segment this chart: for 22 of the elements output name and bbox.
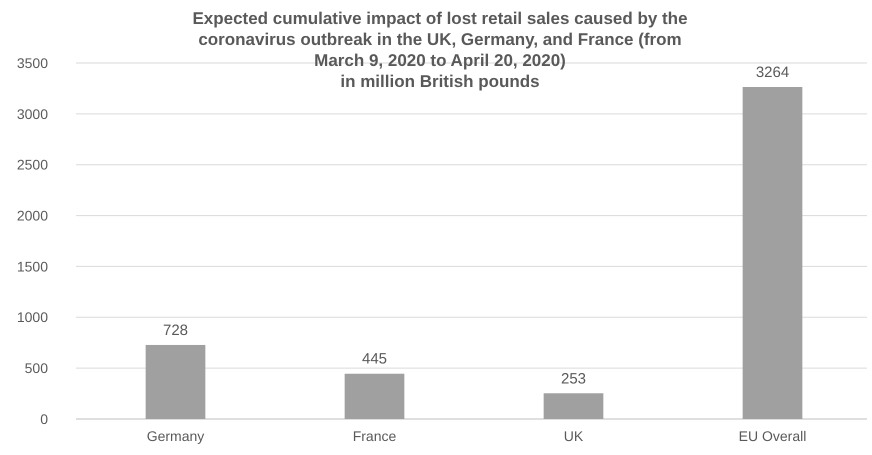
x-tick-label: Germany <box>146 428 204 444</box>
bar <box>742 87 802 419</box>
y-tick-label: 3000 <box>16 106 48 122</box>
x-tick-label: France <box>352 428 396 444</box>
bar <box>146 344 206 419</box>
x-tick-label: UK <box>564 428 584 444</box>
y-tick-label: 500 <box>24 360 48 376</box>
data-label: 728 <box>162 322 188 339</box>
y-tick-label: 2000 <box>16 207 48 224</box>
text: in million British pounds <box>340 72 540 91</box>
data-label: 445 <box>362 350 388 368</box>
data-label: 253 <box>560 370 586 388</box>
bar <box>544 393 604 419</box>
y-tick-label: 3500 <box>16 54 48 71</box>
y-tick-label: 0 <box>40 410 48 427</box>
y-tick-label: 2500 <box>16 156 48 173</box>
bar <box>344 374 404 419</box>
data-label: 3264 <box>756 64 790 82</box>
y-tick-label: 1000 <box>16 309 48 326</box>
chart-title: Expected cumulative impact of lost retail sales caused by the coronavirus outbreak in the UK, Germany, and France (from March 9, 2020 to April 20, 2020) <box>192 9 688 70</box>
y-tick-label: 1500 <box>16 258 48 274</box>
x-tick-label: EU Overall <box>738 428 806 444</box>
